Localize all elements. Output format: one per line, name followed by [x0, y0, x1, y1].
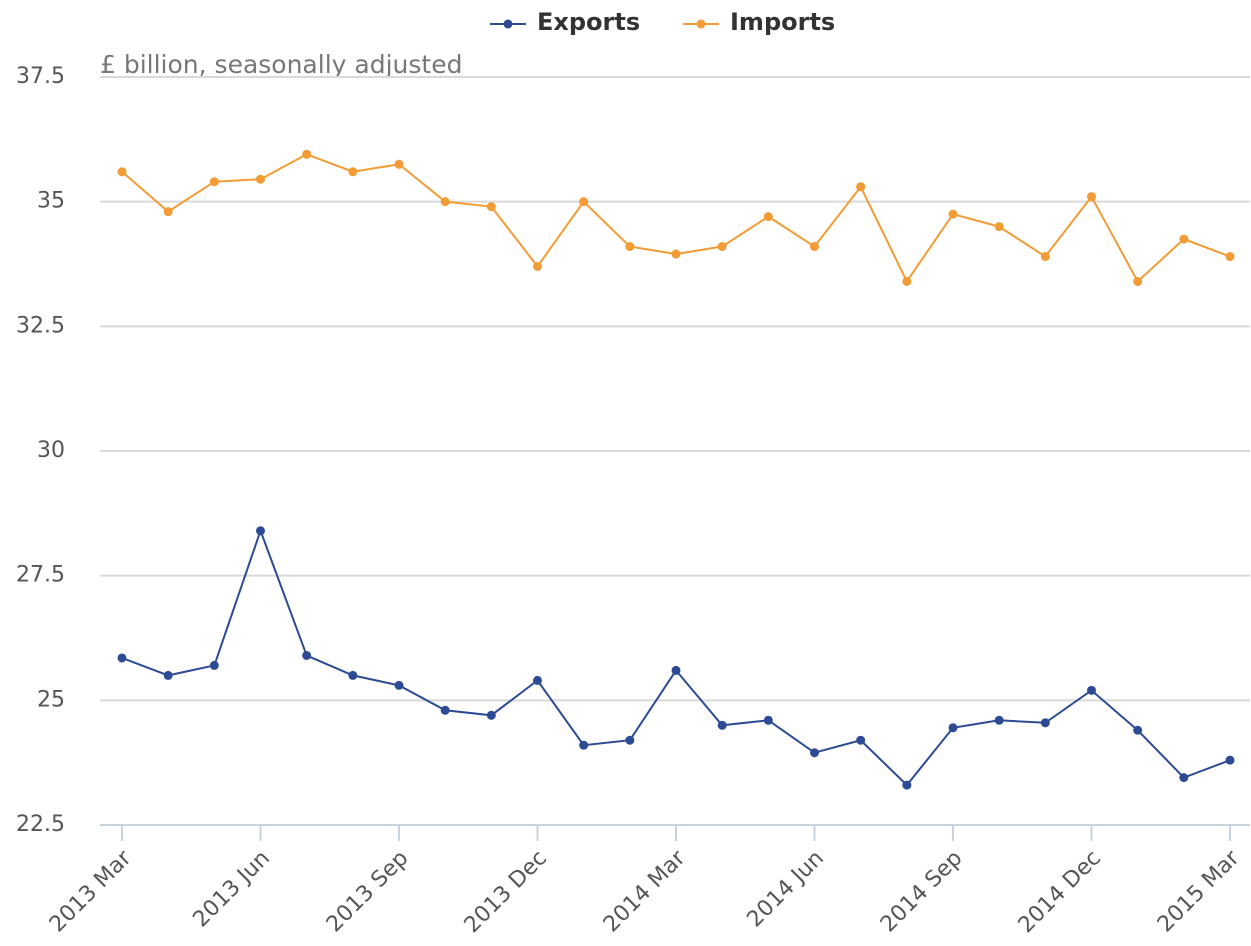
data-point: [209, 660, 219, 670]
data-point: [256, 526, 265, 536]
x-tick-label: 2013 Dec: [460, 846, 552, 938]
x-tick-label: 2014 Dec: [1014, 846, 1106, 938]
legend-item: Exports: [490, 8, 640, 36]
data-point: [994, 222, 1004, 232]
data-point: [394, 159, 404, 169]
data-point: [440, 705, 450, 715]
data-point: [348, 670, 358, 680]
data-point: [671, 249, 681, 259]
data-point: [1087, 192, 1096, 202]
y-tick-label: 32.5: [16, 313, 65, 338]
data-point: [1040, 252, 1050, 262]
y-tick-label: 35: [37, 189, 65, 214]
data-point: [717, 242, 727, 252]
series-line: [121, 527, 1231, 787]
legend-label: Exports: [537, 8, 640, 36]
data-point: [348, 167, 358, 177]
data-point: [394, 680, 404, 690]
data-point: [256, 174, 265, 184]
data-point: [717, 720, 727, 730]
data-point: [810, 748, 819, 758]
data-point: [625, 242, 635, 252]
data-point: [440, 197, 450, 207]
x-tick-label: 2014 Sep: [876, 846, 968, 938]
data-point: [533, 675, 542, 685]
data-point: [856, 735, 866, 745]
y-tick-label: 37.5: [16, 64, 65, 89]
data-point: [902, 780, 912, 790]
y-tick-label: 25: [37, 687, 65, 712]
data-point: [1179, 234, 1189, 244]
data-point: [948, 209, 958, 219]
data-point: [902, 276, 912, 286]
data-point: [533, 261, 542, 271]
data-point: [1225, 252, 1235, 262]
legend-marker: [503, 19, 513, 29]
y-tick-label: 30: [37, 438, 65, 463]
y-tick-label: 22.5: [16, 812, 65, 837]
data-point: [1133, 276, 1143, 286]
x-tick-label: 2013 Mar: [45, 845, 137, 937]
x-tick-label: 2015 Mar: [1153, 845, 1245, 937]
data-point: [763, 715, 773, 725]
data-point: [1225, 755, 1235, 765]
x-tick-label: 2013 Sep: [322, 846, 414, 938]
data-point: [163, 670, 173, 680]
x-tick-label: 2014 Mar: [599, 845, 691, 937]
data-point: [1133, 725, 1143, 735]
chart-subtitle: £ billion, seasonally adjusted: [100, 50, 462, 79]
data-point: [302, 149, 312, 159]
x-tick-label: 2013 Jun: [188, 846, 275, 933]
data-point: [117, 167, 127, 177]
data-point: [117, 653, 127, 663]
data-point: [948, 723, 958, 733]
x-tick-label: 2014 Jun: [742, 846, 829, 933]
y-tick-label: 27.5: [16, 563, 65, 588]
data-point: [1040, 718, 1050, 728]
series-line: [121, 153, 1231, 284]
legend-marker: [696, 19, 706, 29]
data-point: [1179, 773, 1189, 783]
legend-item: Imports: [683, 8, 835, 36]
data-point: [763, 212, 773, 222]
data-point: [625, 735, 635, 745]
data-point: [302, 650, 312, 660]
data-point: [163, 207, 173, 217]
data-point: [810, 242, 819, 252]
data-point: [579, 740, 589, 750]
data-point: [994, 715, 1004, 725]
legend-label: Imports: [730, 8, 835, 36]
data-point: [579, 197, 589, 207]
data-point: [486, 710, 496, 720]
data-point: [486, 202, 496, 212]
data-point: [1087, 685, 1096, 695]
data-point: [856, 182, 866, 192]
data-point: [671, 665, 681, 675]
data-point: [209, 177, 219, 187]
